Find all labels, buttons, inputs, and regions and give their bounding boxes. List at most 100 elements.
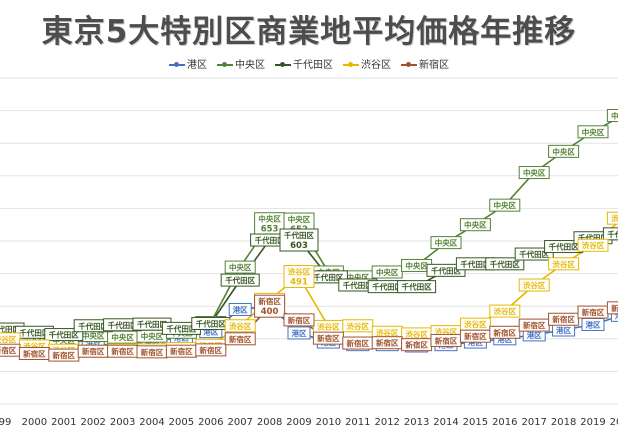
data-label-name: 港区	[292, 328, 307, 338]
legend-item-1: 中央区	[217, 56, 265, 71]
data-label-name: 渋谷区	[523, 280, 546, 290]
data-label-name: 新宿区	[53, 350, 76, 360]
data-label-name: 千代田区	[578, 233, 608, 243]
x-tick-label: 2015	[463, 417, 488, 428]
data-label-name: 千代田区	[313, 272, 343, 282]
data-label-name: 渋谷区	[347, 321, 370, 331]
data-label: 新宿区	[0, 343, 21, 357]
data-label: 新宿区	[312, 331, 344, 345]
data-label: 新宿区	[606, 301, 618, 315]
x-tick-label: 99	[0, 417, 11, 428]
data-label-name: 新宿区	[435, 335, 458, 345]
data-label-name: 渋谷区	[229, 321, 252, 331]
x-tick-label: 2007	[227, 417, 252, 428]
x-tick-label: 2008	[257, 417, 282, 428]
data-label-name: 渋谷区	[582, 240, 605, 250]
data-label-name: 千代田区	[0, 324, 20, 334]
chart-title: 東京5大特別区商業地平均価格年推移	[41, 14, 577, 50]
data-label-name: 新宿区	[111, 346, 134, 356]
data-label: 新宿区	[165, 344, 197, 358]
data-label: 中央区	[430, 236, 462, 250]
x-tick-label: 2003	[110, 417, 135, 428]
data-label-name: 渋谷区	[23, 341, 46, 351]
data-label-name: 中央区	[288, 214, 311, 224]
legend-item-2: 千代田区	[275, 56, 333, 71]
x-tick-label: 2006	[198, 417, 223, 428]
legend-swatch	[169, 62, 185, 67]
data-label: 中央区	[489, 198, 521, 212]
data-label: 中央区	[371, 265, 403, 279]
data-label-name: 千代田区	[166, 323, 196, 333]
data-label: 千代田区	[485, 257, 525, 271]
data-label-name: 新宿区	[376, 338, 399, 348]
x-tick-label: 2005	[169, 417, 194, 428]
data-label: 千代田区	[602, 227, 618, 241]
data-label-name: 新宿区	[347, 338, 370, 348]
data-label-name: 新宿区	[200, 345, 223, 355]
data-label-name: 千代田区	[19, 327, 49, 337]
data-label-name: 港区	[586, 319, 601, 329]
data-label: 中央区	[107, 330, 139, 344]
data-label-name: 中央区	[523, 168, 546, 178]
data-label: 千代田区	[220, 273, 260, 287]
data-label: 新宿区	[77, 344, 109, 358]
data-label-value: 491	[290, 278, 308, 288]
data-label: 中央区	[518, 166, 550, 180]
data-label-name: 千代田区	[196, 318, 226, 328]
data-label-name: 千代田区	[519, 249, 549, 259]
data-label: 千代田区	[191, 316, 231, 330]
data-label: 千代田区	[103, 318, 143, 332]
x-tick-label: 2018	[551, 417, 576, 428]
data-label-name: 渋谷区	[317, 321, 340, 331]
data-label: 新宿区	[518, 318, 550, 332]
data-label-name: 千代田区	[78, 321, 108, 331]
data-label: 渋谷区	[0, 332, 21, 346]
data-label: 渋谷区	[401, 327, 433, 341]
data-label-name: 渋谷区	[552, 259, 575, 269]
data-label: 渋谷区	[518, 278, 550, 292]
data-label: 渋谷区	[548, 257, 580, 271]
data-label: 千代田区	[397, 280, 437, 294]
data-label-value: 603	[290, 241, 308, 251]
data-label-name: 中央区	[376, 267, 399, 277]
data-label-name: 渋谷区	[405, 329, 428, 339]
x-tick-label: 2004	[139, 417, 164, 428]
data-label-name: 新宿区	[405, 340, 428, 350]
legend-item-0: 港区	[169, 56, 207, 71]
data-label-name: 新宿区	[0, 345, 17, 355]
data-label-name: 港区	[556, 325, 571, 335]
data-label-name: 新宿区	[288, 315, 311, 325]
x-tick-label: 2020	[610, 417, 618, 428]
data-label-name: 渋谷区	[0, 334, 17, 344]
data-label: 新宿区	[48, 348, 80, 362]
data-label-name: 千代田区	[549, 242, 579, 252]
x-tick-label: 2012	[374, 417, 399, 428]
data-label: 新宿区	[548, 312, 580, 326]
data-label: 渋谷区	[342, 319, 374, 333]
data-label-name: 千代田区	[343, 280, 373, 290]
legend-item-4: 新宿区	[401, 56, 449, 71]
data-label-name: 中央区	[229, 262, 252, 272]
data-label-name: 新宿区	[582, 307, 605, 317]
data-label-name: 中央区	[258, 214, 281, 224]
data-label-name: 新宿区	[23, 348, 46, 358]
data-label-name: 渋谷区	[435, 327, 458, 337]
x-tick-label: 2010	[316, 417, 341, 428]
data-label: 千代田区	[44, 328, 84, 342]
data-label-value: 400	[261, 307, 279, 317]
x-tick-label: 2009	[286, 417, 311, 428]
data-label: 新宿区	[489, 325, 521, 339]
data-label: 渋谷区	[577, 238, 609, 252]
data-label: 港区	[228, 302, 252, 316]
data-label-name: 港区	[497, 334, 512, 344]
data-label: 新宿区	[459, 329, 491, 343]
x-tick-label: 2001	[51, 417, 76, 428]
data-label-name: 港区	[233, 304, 248, 314]
data-label-name: 中央区	[582, 127, 605, 137]
x-tick-label: 2011	[345, 417, 370, 428]
x-tick-label: 2014	[433, 417, 458, 428]
data-label-name: 渋谷区	[376, 327, 399, 337]
data-label: 中央区	[548, 144, 580, 158]
